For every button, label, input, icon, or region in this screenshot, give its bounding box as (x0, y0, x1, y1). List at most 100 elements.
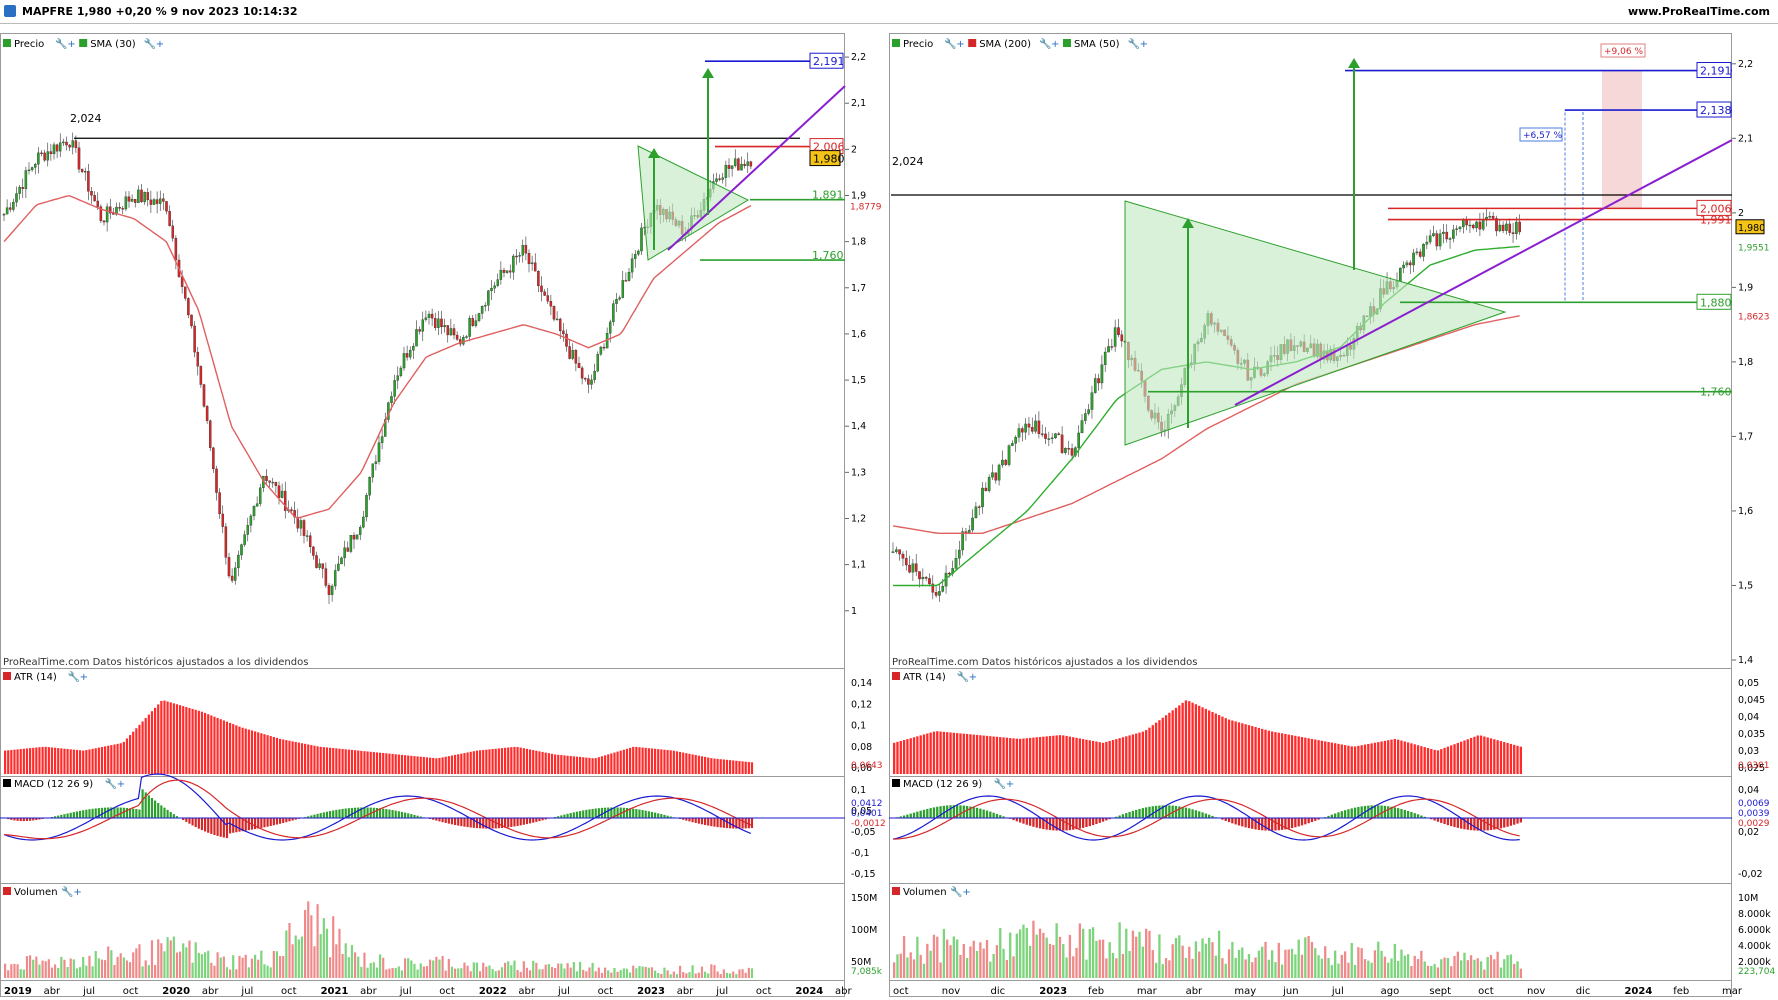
wrench-icon[interactable]: 🔧 (55, 37, 67, 50)
add-icon[interactable]: + (956, 39, 964, 50)
candle (343, 547, 346, 559)
atr-bar (1473, 736, 1476, 774)
volume-bar (1377, 941, 1380, 978)
volume-bar (66, 966, 69, 978)
atr-bar (1360, 745, 1363, 774)
legend-swatch (968, 39, 977, 47)
add-icon[interactable]: + (117, 779, 125, 790)
macd-hist-bar (1489, 818, 1493, 831)
macd-hist-bar (936, 806, 939, 818)
add-icon[interactable]: + (73, 887, 81, 898)
candle (374, 461, 378, 464)
volume-bar (985, 939, 989, 978)
volume-bar (1241, 947, 1244, 978)
volume-bar (332, 916, 335, 978)
volume-bar (962, 943, 965, 978)
atr-bar (744, 761, 747, 774)
atr-tick-label: 0,06 (851, 763, 872, 774)
add-icon[interactable]: + (962, 887, 970, 898)
atr-bar (747, 761, 750, 774)
macd-hist-bar (222, 818, 225, 838)
volume-bar (138, 944, 141, 978)
wrench-icon[interactable]: 🔧 (105, 777, 117, 790)
volume-bar (510, 965, 513, 978)
atr-bar (1105, 741, 1108, 774)
volume-bar (97, 958, 100, 978)
macd-hist-bar (219, 818, 222, 837)
volume-bar (1469, 955, 1473, 978)
macd-hist-bar (569, 813, 572, 818)
volume-bar (1284, 949, 1287, 978)
volume-bar (591, 962, 594, 978)
atr-bar (122, 741, 125, 774)
volume-bar (691, 965, 694, 978)
volume-bar (647, 967, 650, 978)
wrench-icon[interactable]: 🔧 (994, 777, 1006, 790)
candle (427, 313, 431, 318)
volume-bar (1367, 960, 1370, 978)
macd-hist-bar (999, 815, 1002, 818)
price-label-box (809, 150, 841, 167)
atr-bar (632, 746, 635, 774)
add-icon[interactable]: + (67, 39, 75, 50)
macd-hist-bar (266, 818, 269, 827)
x-axis-label: oct (439, 986, 455, 997)
atr-bar (912, 737, 916, 774)
macd-hist-bar (1221, 818, 1224, 820)
wrench-icon[interactable]: 🔧 (944, 37, 956, 50)
macd-hist-bar (926, 808, 929, 818)
macd-tick-label: 0,02 (1738, 827, 1759, 838)
candle (318, 563, 321, 568)
add-icon[interactable]: + (1051, 39, 1059, 50)
volume-bar (279, 956, 282, 978)
atr-bar (304, 743, 307, 774)
wrench-icon[interactable]: 🔧 (1128, 37, 1140, 50)
macd-hist-bar (902, 815, 906, 818)
atr-bar (510, 747, 513, 774)
x-axis-label: nov (1527, 986, 1545, 997)
atr-bar (722, 759, 725, 774)
atr-bar (1174, 707, 1178, 774)
atr-bar (497, 748, 500, 774)
atr-bar (1068, 736, 1072, 774)
wrench-icon[interactable]: 🔧 (68, 670, 80, 683)
add-icon[interactable]: + (969, 672, 977, 683)
volume-bar (750, 968, 754, 978)
wrench-icon[interactable]: 🔧 (144, 37, 156, 50)
atr-bar (1168, 712, 1171, 774)
macd-hist-bar (1519, 818, 1523, 823)
volume-bar (926, 943, 929, 978)
volume-bar (263, 964, 266, 978)
price-tick-label: 1,9 (1738, 282, 1753, 293)
volume-bar (979, 942, 982, 978)
candle (40, 152, 43, 155)
add-icon[interactable]: + (1140, 39, 1148, 50)
wrench-icon[interactable]: 🔧 (61, 885, 73, 898)
macd-hist-bar (1019, 818, 1022, 823)
atr-bar (547, 753, 550, 774)
atr-bar (1410, 743, 1413, 774)
macd-hist-bar (263, 818, 266, 828)
wrench-icon[interactable]: 🔧 (950, 885, 962, 898)
macd-tick-label: -0,05 (851, 827, 876, 838)
volume-bar (1019, 929, 1022, 978)
add-icon[interactable]: + (156, 39, 164, 50)
add-icon[interactable]: + (1006, 779, 1014, 790)
atr-bar (135, 728, 138, 774)
atr-bar (1178, 705, 1181, 774)
wrench-icon[interactable]: 🔧 (1039, 37, 1051, 50)
atr-bar (1058, 735, 1062, 774)
atr-bar (216, 717, 219, 774)
wrench-icon[interactable]: 🔧 (957, 670, 969, 683)
site-link[interactable]: www.ProRealTime.com (1627, 5, 1770, 18)
atr-bar (1028, 737, 1032, 774)
candle (484, 305, 487, 307)
macd-hist-bar (722, 818, 725, 828)
add-icon[interactable]: + (80, 672, 88, 683)
atr-bar (959, 733, 962, 774)
candle (230, 575, 234, 581)
volume-bar (1261, 946, 1264, 978)
candle (727, 165, 731, 169)
macd-hist-bar (404, 812, 407, 818)
